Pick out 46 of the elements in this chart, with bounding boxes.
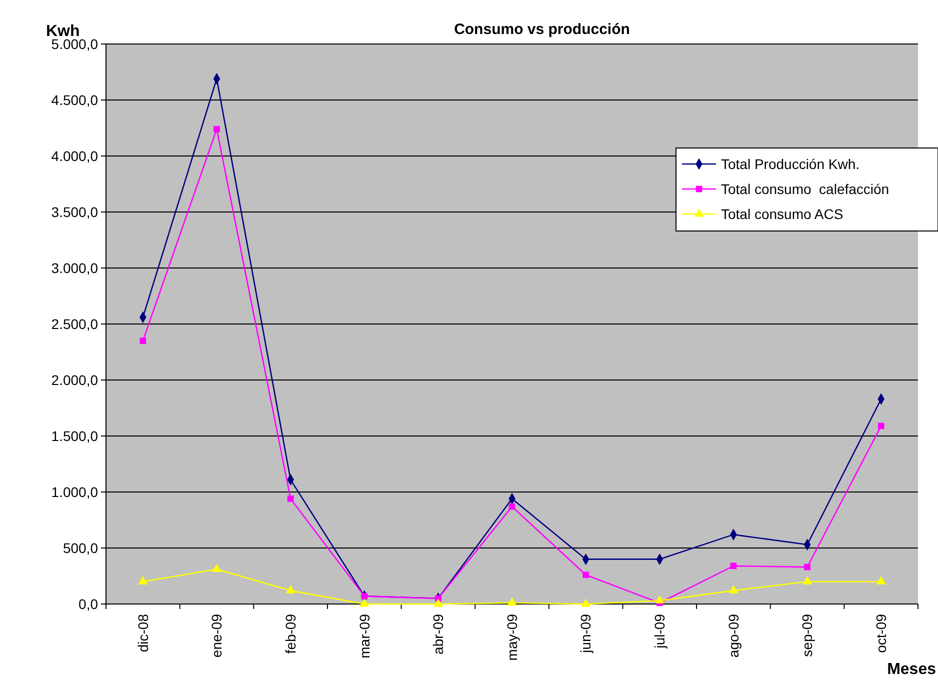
point [433, 598, 443, 607]
x-tick-label: ago-09 [725, 614, 742, 658]
point [878, 422, 884, 430]
x-tick-label: mar-09 [356, 614, 372, 658]
point [360, 598, 370, 607]
point [138, 576, 148, 584]
point [581, 598, 591, 607]
y-tick-label: 500,0 [62, 540, 98, 556]
point [804, 564, 810, 570]
point [876, 576, 886, 584]
x-tick-label: sep-09 [799, 614, 816, 657]
y-tick-label: 3.500,0 [51, 204, 98, 220]
legend-label: Total consumo calefacción [721, 180, 890, 197]
point [730, 562, 737, 570]
point [802, 576, 812, 584]
point [140, 338, 146, 344]
point [654, 595, 664, 604]
point [287, 496, 294, 502]
x-axis-title: Meses [887, 661, 936, 678]
point [214, 126, 220, 132]
x-tick-label: may-09 [504, 614, 520, 661]
x-tick-label: feb-09 [282, 614, 298, 654]
x-tick-label: oct-09 [872, 614, 889, 653]
x-tick-label: jul-09 [652, 614, 668, 650]
point [507, 597, 517, 606]
y-tick-label: 1.000,0 [51, 484, 98, 500]
x-tick-label: abr-09 [430, 614, 446, 654]
y-tick-label: 0,0 [78, 596, 98, 612]
point [286, 585, 296, 594]
legend-label: Total Producción Kwh. [721, 156, 860, 172]
x-tick-label: dic-08 [134, 614, 151, 652]
chart-title: Consumo vs producción [454, 21, 630, 38]
x-tick-label: jun-09 [578, 614, 594, 654]
point [728, 585, 738, 594]
x-tick-label: ene-09 [208, 614, 225, 658]
point [212, 564, 222, 572]
legend-label: Total consumo ACS [721, 206, 844, 222]
y-tick-label: 4.500,0 [51, 92, 98, 108]
point [582, 572, 589, 578]
y-tick-label: 2.000,0 [51, 372, 98, 388]
point [508, 503, 516, 510]
y-tick-label: 3.000,0 [51, 260, 98, 276]
point [361, 593, 368, 600]
y-tick-label: 4.000,0 [51, 148, 98, 164]
y-tick-label: 1.500,0 [51, 428, 98, 444]
y-tick-label: 2.500,0 [51, 316, 98, 332]
